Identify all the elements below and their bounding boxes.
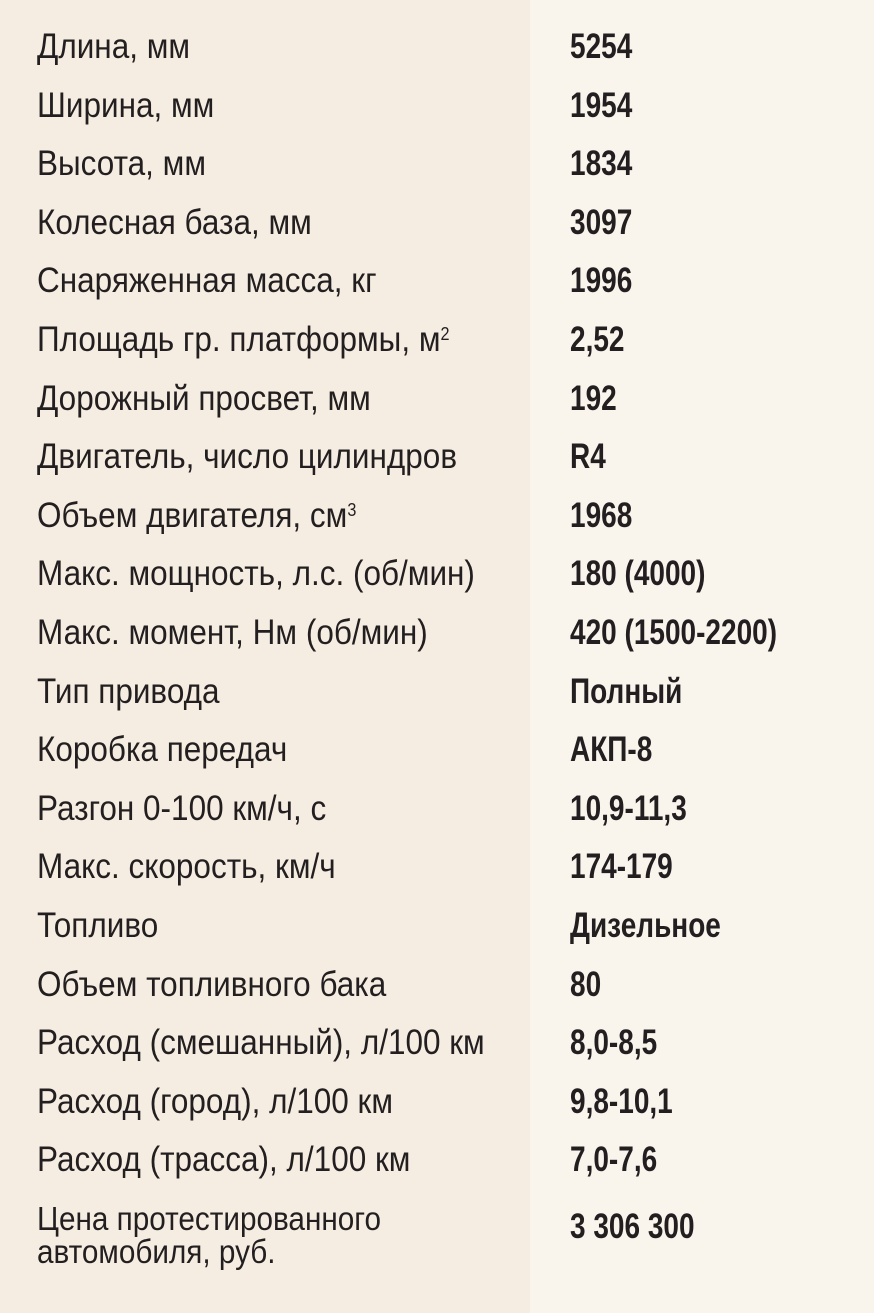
spec-row: Расход (город), л/100 км 9,8-10,1: [0, 1073, 874, 1131]
spec-row: Тип привода Полный: [0, 663, 874, 721]
spec-label-text: Двигатель, число цилиндров: [37, 437, 458, 477]
spec-row: Высота, мм 1834: [0, 135, 874, 193]
spec-label-text: Дорожный просвет, мм: [37, 378, 371, 418]
spec-label: Объем двигателя, см3: [37, 487, 356, 545]
spec-label-text: Объем двигателя, см: [37, 495, 348, 535]
spec-label-text: Длина, мм: [37, 27, 191, 66]
spec-label-text: Макс. скорость, км/ч: [37, 847, 336, 887]
spec-label-text: Расход (смешанный), л/100 км: [37, 1023, 485, 1063]
spec-row: Площадь гр. платформы, м2 2,52: [0, 311, 874, 369]
spec-label: Расход (трасса), л/100 км: [37, 1131, 410, 1189]
spec-value: 3 306 300: [570, 1207, 695, 1246]
spec-label-text: Коробка передач: [37, 730, 288, 770]
spec-label-text: Площадь гр. платформы, м: [37, 320, 441, 359]
spec-label-line1: Цена протестированного: [37, 1200, 381, 1237]
spec-label: Снаряженная масса, кг: [37, 252, 377, 310]
spec-label-text: Ширина, мм: [37, 85, 215, 125]
spec-row: Расход (трасса), л/100 км 7,0-7,6: [0, 1131, 874, 1189]
spec-label-text: Тип привода: [37, 671, 220, 711]
spec-label-text: Объем топливного бака: [37, 964, 387, 1004]
spec-label: Топливо: [37, 897, 158, 955]
spec-label: Высота, мм: [37, 135, 206, 193]
spec-label: Макс. мощность, л.с. (об/мин): [37, 545, 475, 603]
spec-value: 5254: [570, 27, 633, 66]
spec-value: 1996: [570, 261, 633, 301]
spec-label: Двигатель, число цилиндров: [37, 428, 457, 486]
spec-value: 1834: [570, 144, 633, 184]
spec-label-line2: автомобиля, руб.: [37, 1233, 276, 1270]
spec-value: 420 (1500-2200): [570, 613, 778, 652]
spec-label: Расход (смешанный), л/100 км: [37, 1014, 485, 1072]
spec-row: Макс. скорость, км/ч 174-179: [0, 838, 874, 896]
spec-label: Расход (город), л/100 км: [37, 1073, 393, 1131]
spec-label-text: Макс. мощность, л.с. (об/мин): [37, 554, 475, 594]
spec-row-price: Цена протестированного автомобиля, руб. …: [0, 1198, 874, 1268]
spec-label-superscript: 2: [440, 324, 450, 344]
spec-value: 3097: [570, 202, 633, 242]
spec-row: Снаряженная масса, кг 1996: [0, 252, 874, 310]
spec-label-text: Высота, мм: [37, 144, 207, 184]
spec-value: Полный: [570, 671, 683, 711]
spec-row: Двигатель, число цилиндров R4: [0, 428, 874, 486]
spec-row: Разгон 0-100 км/ч, с 10,9-11,3: [0, 780, 874, 838]
spec-value: 9,8-10,1: [570, 1081, 673, 1121]
spec-label: Колесная база, мм: [37, 194, 312, 252]
spec-row: Длина, мм 5254: [0, 18, 874, 76]
spec-label-text: Колесная база, мм: [37, 202, 312, 242]
spec-row: Макс. момент, Нм (об/мин) 420 (1500-2200): [0, 604, 874, 662]
spec-row: Макс. мощность, л.с. (об/мин) 180 (4000): [0, 545, 874, 603]
spec-label-text: Топливо: [37, 906, 159, 945]
spec-row: Колесная база, мм 3097: [0, 194, 874, 252]
spec-row: Дорожный просвет, мм 192: [0, 370, 874, 428]
spec-label-superscript: 3: [347, 499, 357, 520]
spec-row: Объем топливного бака 80: [0, 956, 874, 1014]
spec-value: R4: [570, 437, 606, 477]
spec-label: Коробка передач: [37, 721, 287, 779]
spec-label: Ширина, мм: [37, 77, 214, 135]
spec-row: Коробка передач АКП-8: [0, 721, 874, 779]
spec-row: Расход (смешанный), л/100 км 8,0-8,5: [0, 1014, 874, 1072]
spec-label: Длина, мм: [37, 18, 190, 76]
spec-row: Топливо Дизельное: [0, 897, 874, 955]
spec-label-text: Макс. момент, Нм (об/мин): [37, 613, 428, 652]
spec-value: 8,0-8,5: [570, 1023, 658, 1063]
spec-label: Дорожный просвет, мм: [37, 370, 371, 428]
spec-label: Макс. скорость, км/ч: [37, 838, 336, 896]
spec-row: Ширина, мм 1954: [0, 77, 874, 135]
spec-value: 1954: [570, 85, 633, 125]
spec-label-text: Снаряженная масса, кг: [37, 261, 377, 301]
spec-value: 1968: [570, 495, 633, 535]
spec-label-text: Расход (город), л/100 км: [37, 1081, 393, 1121]
spec-value: 10,9-11,3: [570, 788, 687, 828]
spec-value: 7,0-7,6: [570, 1140, 658, 1180]
spec-label: Цена протестированного автомобиля, руб.: [37, 1202, 381, 1268]
spec-value: 180 (4000): [570, 554, 706, 594]
spec-row: Объем двигателя, см3 1968: [0, 487, 874, 545]
spec-value: Дизельное: [570, 906, 721, 945]
spec-value: АКП-8: [570, 730, 653, 770]
spec-label: Объем топливного бака: [37, 956, 386, 1014]
spec-label-text: Разгон 0-100 км/ч, с: [37, 788, 327, 828]
spec-label: Площадь гр. платформы, м2: [37, 311, 450, 369]
spec-label: Тип привода: [37, 663, 220, 721]
spec-label-text: Расход (трасса), л/100 км: [37, 1140, 411, 1180]
spec-value: 192: [570, 378, 617, 418]
spec-value: 2,52: [570, 320, 625, 359]
spec-label: Макс. момент, Нм (об/мин): [37, 604, 428, 662]
spec-value: 80: [570, 964, 602, 1004]
spec-value: 174-179: [570, 847, 673, 887]
spec-label: Разгон 0-100 км/ч, с: [37, 780, 326, 838]
